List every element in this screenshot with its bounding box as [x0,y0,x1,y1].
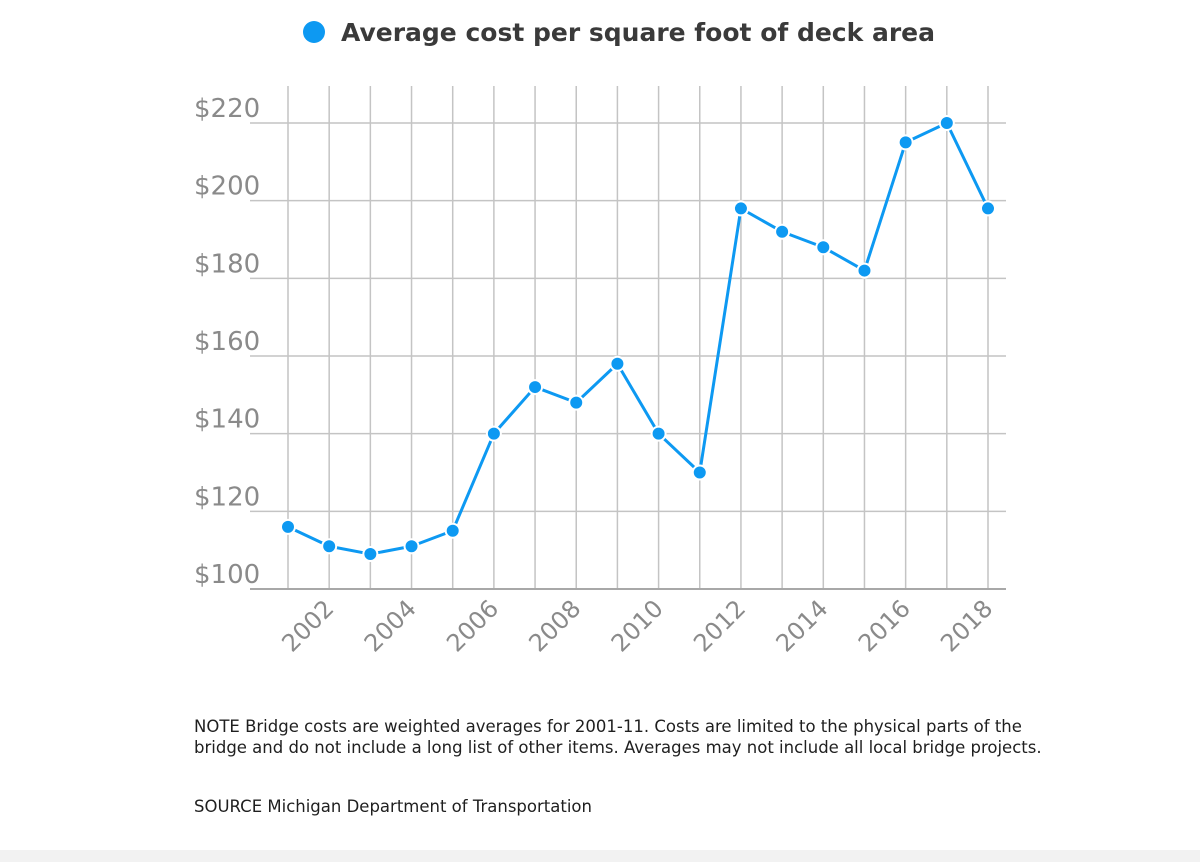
x-tick-label-2008: 2008 [523,594,586,657]
data-point-2005 [444,522,461,539]
data-point-2002 [321,538,338,555]
x-tick-label-2014: 2014 [771,594,834,657]
legend-label: Average cost per square foot of deck are… [341,18,935,47]
data-point-2018 [980,200,996,217]
y-tick-label-220: $220 [194,94,260,124]
chart-source: SOURCE Michigan Department of Transporta… [194,797,592,816]
x-tick-label-2002: 2002 [276,594,339,657]
chart-legend: Average cost per square foot of deck are… [303,18,935,47]
data-point-2011 [691,464,708,481]
x-tick-label-2018: 2018 [935,594,998,657]
data-point-2009 [609,355,626,372]
y-axis-tick-labels: $100 $120 $140 $160 $180 $200 $220 [194,94,260,590]
data-point-2010 [650,425,667,442]
data-point-2012 [732,200,749,217]
y-tick-label-160: $160 [194,327,260,357]
chart-note: NOTE Bridge costs are weighted averages … [194,717,1042,757]
data-point-2007 [527,379,544,396]
data-point-2006 [485,425,502,442]
page-bottom-band [0,850,1200,862]
x-tick-label-2004: 2004 [359,594,422,657]
data-point-2016 [897,134,914,151]
series-line [287,121,990,556]
y-tick-label-120: $120 [194,482,260,512]
data-point-2008 [568,394,585,411]
data-point-2017 [938,115,955,131]
y-tick-label-140: $140 [194,405,260,435]
data-point-2015 [856,262,873,279]
y-tick-label-200: $200 [194,172,260,202]
chart-grid [250,86,1006,590]
data-point-2001 [280,518,296,535]
x-tick-label-2010: 2010 [606,594,669,657]
x-tick-label-2016: 2016 [853,594,916,657]
data-point-2004 [403,538,420,555]
y-tick-label-180: $180 [194,249,260,279]
data-point-2003 [362,546,379,563]
data-series [280,115,996,563]
data-point-2013 [774,223,791,240]
data-point-2014 [815,239,832,256]
x-axis-tick-labels: 2002 2004 2006 2008 2010 2012 2014 2016 2018 [276,594,998,657]
x-tick-label-2012: 2012 [688,594,751,657]
x-tick-label-2006: 2006 [441,594,504,657]
legend-marker [303,21,325,43]
y-tick-label-100: $100 [194,560,260,590]
